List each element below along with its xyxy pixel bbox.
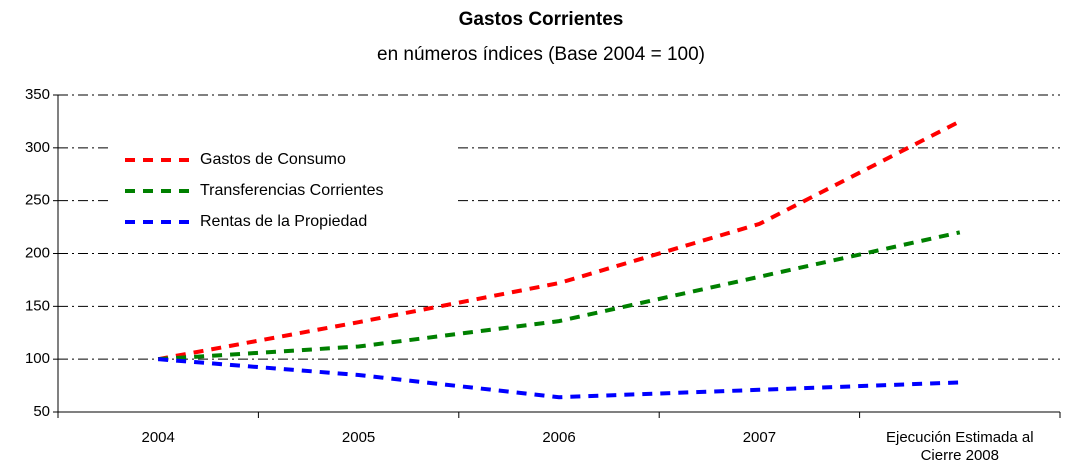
legend-label: Rentas de la Propiedad	[200, 213, 367, 230]
y-tick-label: 250	[25, 192, 50, 209]
series-line	[158, 357, 960, 400]
y-tick-label: 300	[25, 139, 50, 156]
legend-label: Gastos de Consumo	[200, 151, 346, 168]
y-tick-label: 350	[25, 86, 50, 103]
legend-label: Transferencias Corrientes	[200, 182, 383, 199]
y-tick-label: 150	[25, 297, 50, 314]
x-tick-label: Ejecución Estimada al Cierre 2008	[886, 429, 1034, 464]
y-tick-label: 100	[25, 350, 50, 367]
y-tick-label: 200	[25, 244, 50, 261]
x-tick-label: 2006	[542, 429, 576, 446]
series-line	[157, 119, 961, 362]
x-tick-label: 2005	[341, 429, 376, 446]
x-tick-label: 2007	[742, 429, 777, 446]
x-tick-label: 2004	[141, 429, 175, 446]
series-line	[158, 230, 961, 362]
chart-subtitle: en números índices (Base 2004 = 100)	[377, 44, 705, 65]
chart-title: Gastos Corrientes	[459, 9, 624, 30]
y-tick-label: 50	[33, 403, 50, 420]
